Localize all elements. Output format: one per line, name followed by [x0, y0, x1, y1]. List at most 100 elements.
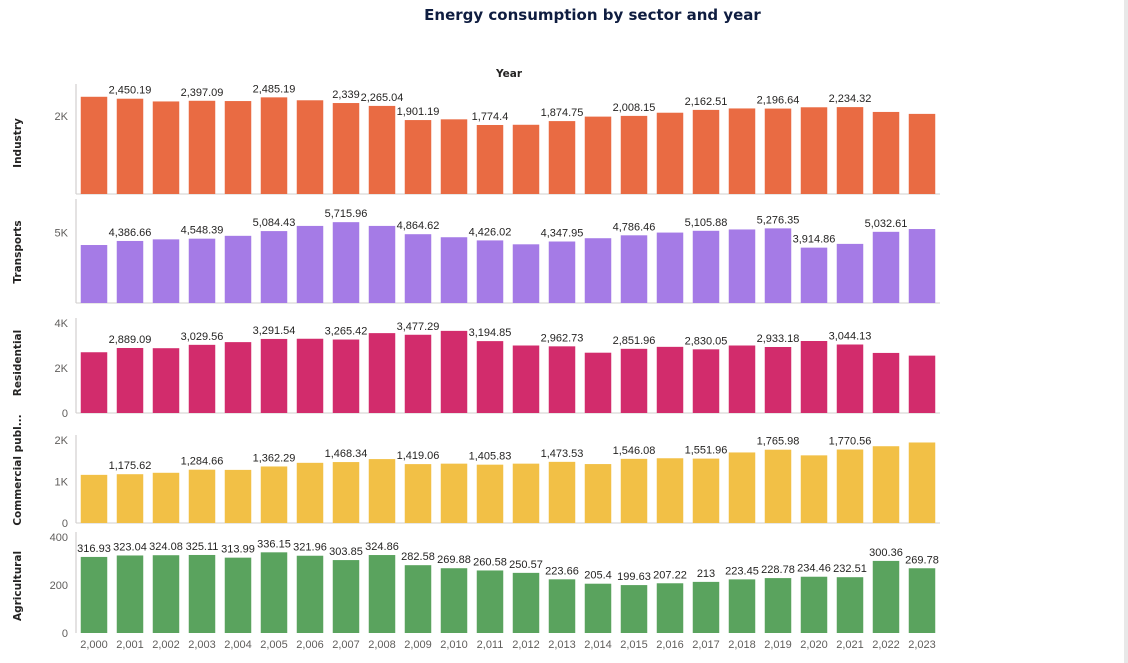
bar[interactable] [908, 113, 936, 194]
bar[interactable] [368, 459, 396, 523]
bar[interactable] [800, 455, 828, 523]
bar[interactable] [728, 345, 756, 414]
bar[interactable] [584, 464, 612, 523]
bar[interactable] [404, 334, 432, 413]
bar[interactable] [692, 581, 720, 633]
bar[interactable] [476, 464, 504, 523]
bar[interactable] [404, 565, 432, 633]
bar[interactable] [368, 555, 396, 633]
scrollbar-track[interactable] [1124, 0, 1128, 663]
bar[interactable] [800, 107, 828, 194]
bar[interactable] [908, 229, 936, 303]
bar[interactable] [584, 583, 612, 633]
bar[interactable] [692, 230, 720, 303]
bar[interactable] [548, 346, 576, 413]
bar[interactable] [872, 560, 900, 633]
bar[interactable] [620, 458, 648, 523]
bar[interactable] [188, 238, 216, 303]
bar[interactable] [800, 576, 828, 633]
bar[interactable] [584, 116, 612, 194]
bar[interactable] [152, 555, 180, 633]
bar[interactable] [116, 98, 144, 194]
bar[interactable] [404, 464, 432, 523]
bar[interactable] [512, 124, 540, 194]
bar[interactable] [836, 107, 864, 194]
bar[interactable] [404, 234, 432, 303]
bar[interactable] [260, 552, 288, 633]
bar[interactable] [224, 342, 252, 413]
bar[interactable] [764, 347, 792, 413]
bar[interactable] [440, 568, 468, 633]
bar[interactable] [620, 348, 648, 413]
bar[interactable] [116, 240, 144, 303]
bar[interactable] [872, 111, 900, 194]
bar[interactable] [80, 245, 108, 303]
bar[interactable] [476, 341, 504, 413]
bar[interactable] [440, 463, 468, 523]
bar[interactable] [296, 100, 324, 194]
bar[interactable] [620, 115, 648, 194]
bar[interactable] [656, 583, 684, 633]
bar[interactable] [116, 347, 144, 413]
bar[interactable] [188, 344, 216, 413]
bar[interactable] [296, 462, 324, 523]
bar[interactable] [296, 225, 324, 303]
bar[interactable] [368, 225, 396, 303]
bar[interactable] [116, 474, 144, 523]
bar[interactable] [872, 352, 900, 413]
bar[interactable] [188, 100, 216, 194]
bar[interactable] [152, 348, 180, 413]
bar[interactable] [512, 345, 540, 414]
bar[interactable] [872, 231, 900, 303]
bar[interactable] [80, 474, 108, 523]
bar[interactable] [764, 108, 792, 194]
bar[interactable] [224, 469, 252, 523]
bar[interactable] [296, 338, 324, 413]
bar[interactable] [836, 449, 864, 523]
bar[interactable] [512, 463, 540, 523]
bar[interactable] [692, 458, 720, 523]
bar[interactable] [836, 243, 864, 303]
bar[interactable] [332, 103, 360, 194]
bar[interactable] [296, 555, 324, 633]
bar[interactable] [728, 579, 756, 633]
bar[interactable] [692, 109, 720, 194]
bar[interactable] [620, 235, 648, 303]
bar[interactable] [728, 108, 756, 194]
bar[interactable] [764, 578, 792, 633]
bar[interactable] [224, 101, 252, 194]
bar[interactable] [80, 556, 108, 633]
bar[interactable] [872, 446, 900, 523]
bar[interactable] [332, 339, 360, 413]
bar[interactable] [692, 349, 720, 413]
bar[interactable] [584, 238, 612, 303]
bar[interactable] [836, 344, 864, 413]
bar[interactable] [908, 568, 936, 633]
bar[interactable] [224, 557, 252, 633]
bar[interactable] [80, 96, 108, 194]
bar[interactable] [404, 120, 432, 194]
bar[interactable] [548, 579, 576, 633]
bar[interactable] [152, 472, 180, 523]
bar[interactable] [440, 119, 468, 194]
bar[interactable] [440, 330, 468, 413]
bar[interactable] [620, 585, 648, 633]
bar[interactable] [584, 352, 612, 413]
bar[interactable] [476, 124, 504, 194]
bar[interactable] [728, 229, 756, 303]
bar[interactable] [260, 231, 288, 303]
bar[interactable] [548, 241, 576, 303]
bar[interactable] [800, 341, 828, 413]
bar[interactable] [152, 239, 180, 303]
bar[interactable] [836, 577, 864, 633]
bar[interactable] [116, 555, 144, 633]
bar[interactable] [152, 101, 180, 194]
bar[interactable] [512, 572, 540, 633]
bar[interactable] [476, 570, 504, 633]
bar[interactable] [764, 449, 792, 523]
bar[interactable] [476, 240, 504, 303]
bar[interactable] [368, 105, 396, 194]
bar[interactable] [548, 121, 576, 194]
bar[interactable] [260, 97, 288, 194]
bar[interactable] [656, 458, 684, 523]
